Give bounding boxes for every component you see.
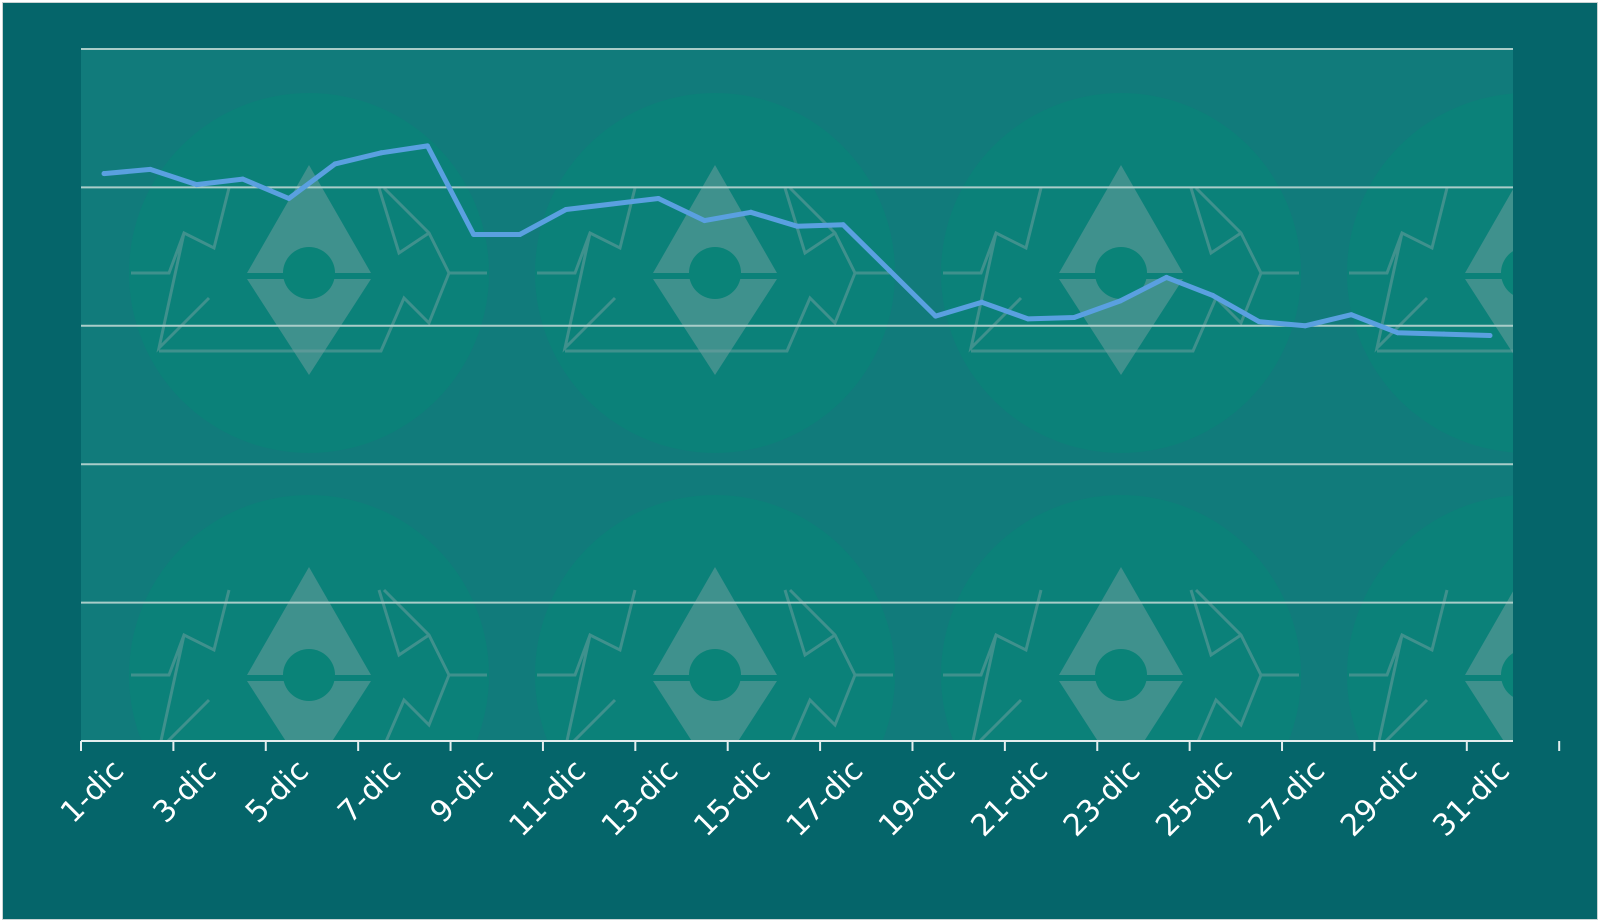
- watermark-logo: [941, 495, 1301, 741]
- data-point: [1256, 319, 1262, 325]
- data-point: [1071, 314, 1077, 320]
- data-point: [702, 218, 708, 224]
- data-point: [193, 182, 199, 188]
- gridlines: [81, 48, 1513, 604]
- data-point: [794, 223, 800, 229]
- x-tick-label: 7-dic: [331, 753, 408, 830]
- data-point: [840, 222, 846, 228]
- x-tick-label: 31-dic: [1426, 753, 1516, 843]
- data-point: [517, 231, 523, 237]
- data-point: [1025, 316, 1031, 322]
- x-axis: 1-dic 3-dic 5-dic 7-dic 9-dic 11-dic 13-dic 15-…: [54, 740, 1561, 844]
- data-point: [609, 201, 615, 207]
- data-point: [1210, 292, 1216, 298]
- data-point: [101, 171, 107, 177]
- x-tick-label: 19-dic: [872, 753, 962, 843]
- watermark-logo: [1347, 93, 1513, 453]
- x-tick-label: 23-dic: [1057, 753, 1147, 843]
- x-tick-label: 29-dic: [1334, 753, 1424, 843]
- data-point: [886, 267, 892, 273]
- line-chart: 1-dic 3-dic 5-dic 7-dic 9-dic 11-dic 13-dic 15-…: [54, 48, 1561, 844]
- data-point: [240, 176, 246, 182]
- watermark-logo: [941, 93, 1301, 453]
- data-point: [1164, 274, 1170, 280]
- data-point: [147, 166, 153, 172]
- x-tick-label: 25-dic: [1149, 753, 1239, 843]
- data-point: [378, 150, 384, 156]
- data-point: [1348, 312, 1354, 318]
- watermark-logo: [129, 93, 489, 453]
- series-layer: [101, 143, 1493, 338]
- data-point: [933, 313, 939, 319]
- x-tick-label: 11-dic: [503, 753, 593, 843]
- data-point: [1302, 323, 1308, 329]
- x-tick-label: 5-dic: [239, 753, 316, 830]
- watermark-logo: [129, 495, 489, 741]
- data-point: [471, 231, 477, 237]
- watermark-logo: [535, 93, 895, 453]
- x-tick-label: 9-dic: [424, 753, 501, 830]
- data-point: [979, 299, 985, 305]
- data-point: [1487, 332, 1493, 338]
- data-point: [1117, 298, 1123, 304]
- watermark-logo: [535, 495, 895, 741]
- x-tick-label: 17-dic: [780, 753, 870, 843]
- x-tick-label: 13-dic: [595, 753, 685, 843]
- data-point: [286, 195, 292, 201]
- x-tick-label: 27-dic: [1242, 753, 1332, 843]
- x-tick-label: 1-dic: [54, 753, 131, 830]
- data-point: [1395, 330, 1401, 336]
- x-tick-label: 15-dic: [687, 753, 777, 843]
- data-point: [1441, 331, 1447, 337]
- data-point: [655, 195, 661, 201]
- watermark-logo: [1347, 495, 1513, 741]
- x-tick-label: 3-dic: [146, 753, 223, 830]
- data-point: [424, 143, 430, 149]
- data-point: [332, 161, 338, 167]
- watermark-logo-layer: [129, 93, 1513, 741]
- data-point: [748, 209, 754, 215]
- x-tick-label: 21-dic: [964, 753, 1054, 843]
- data-point: [563, 207, 569, 213]
